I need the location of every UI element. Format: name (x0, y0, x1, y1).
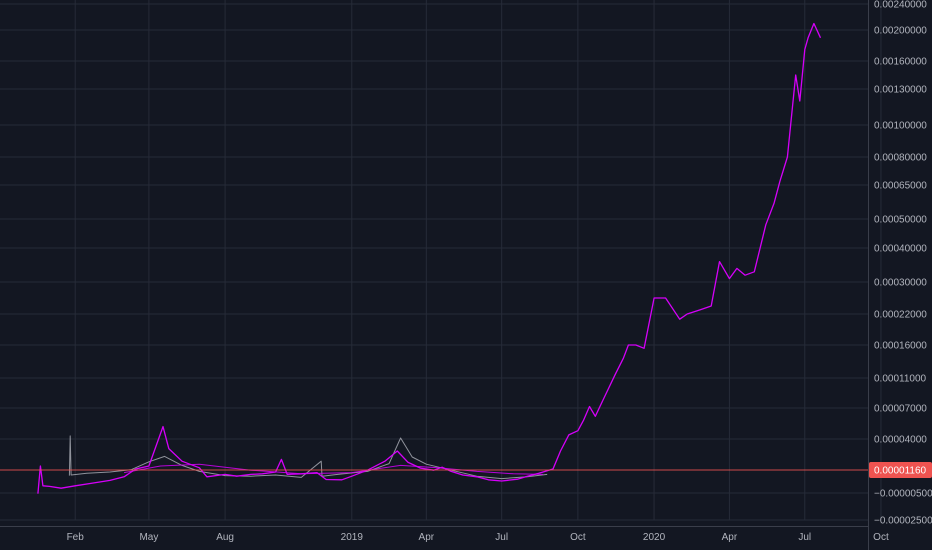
price-axis-tick-label: 0.00050000 (874, 215, 927, 226)
time-axis-tick-label: 2020 (643, 532, 666, 543)
time-axis-tick-label: Apr (419, 532, 435, 543)
price-axis-tick-label: 0.00004000 (874, 435, 927, 446)
price-axis-tick-label: 0.00011000 (874, 374, 927, 385)
price-axis-tick-label: 0.00100000 (874, 121, 927, 132)
price-axis-tick-label: −0.00002500 (874, 516, 932, 527)
price-axis-tick-label: 0.00200000 (874, 26, 927, 37)
time-axis-tick-label: Oct (570, 532, 586, 543)
time-axis-tick-label: 2019 (341, 532, 364, 543)
series-line-moving-average (124, 463, 544, 475)
time-axis-tick-label: Jul (798, 532, 811, 543)
series-line-primary (37, 22, 822, 494)
time-axis-tick-label: May (139, 532, 158, 543)
series-layer (37, 22, 822, 494)
price-axis-tick-label: 0.00016000 (874, 341, 927, 352)
price-axis[interactable]: 0.00240000 0.00200000 0.00160000 0.00130000… (874, 0, 932, 527)
last-price-label: 0.00001160 (874, 466, 927, 477)
price-axis-tick-label: 0.00080000 (874, 153, 927, 164)
time-axis[interactable]: Feb May Aug 2019 Apr Jul Oct 2020 Apr Jul Oct (67, 532, 889, 543)
time-axis-tick-label: Jul (495, 532, 508, 543)
price-axis-tick-label: 0.00160000 (874, 57, 927, 68)
price-axis-tick-label: 0.00130000 (874, 85, 927, 96)
time-axis-tick-label: Apr (722, 532, 738, 543)
price-axis-tick-label: 0.00022000 (874, 310, 927, 321)
price-axis-tick-label: 0.00065000 (874, 181, 927, 192)
price-axis-tick-label: 0.00007000 (874, 404, 927, 415)
last-price-tag-background (869, 462, 932, 478)
price-axis-tick-label: −0.00000500 (874, 489, 932, 500)
last-price-tag: 0.00001160 (869, 462, 932, 478)
time-axis-tick-label: Feb (67, 532, 85, 543)
time-axis-tick-label: Oct (873, 532, 889, 543)
grid-lines (0, 0, 882, 521)
price-axis-tick-label: 0.00240000 (874, 0, 927, 11)
price-axis-tick-label: 0.00030000 (874, 278, 927, 289)
price-axis-tick-label: 0.00040000 (874, 244, 927, 255)
time-axis-tick-label: Aug (216, 532, 234, 543)
